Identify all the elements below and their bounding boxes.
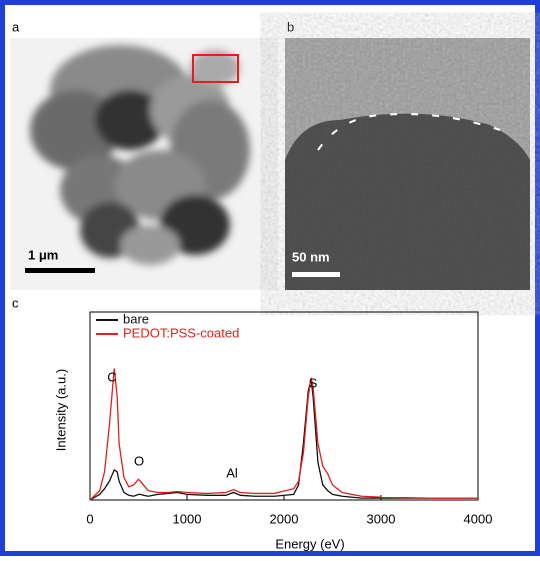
peak-label: S: [309, 375, 318, 390]
x-tick-label: 4000: [464, 511, 493, 526]
panel-label: a: [12, 19, 20, 34]
x-tick-label: 2000: [270, 511, 299, 526]
panel-label: c: [12, 295, 19, 310]
spectrum-line: [89, 368, 478, 501]
peak-label: C: [107, 369, 116, 384]
x-axis-label: Energy (eV): [275, 536, 344, 551]
x-tick-label: 3000: [367, 511, 396, 526]
scale-bar-label: 50 nm: [292, 249, 330, 264]
x-tick-label: 0: [86, 511, 93, 526]
spectrum-line: [89, 379, 478, 501]
peak-label: O: [134, 453, 144, 468]
y-axis-label: Intensity (a.u.): [53, 369, 68, 451]
micrograph-a: [10, 38, 278, 290]
panel-label: b: [287, 19, 294, 34]
micrograph-b: [285, 38, 530, 290]
peak-label: Al: [226, 465, 238, 480]
legend-label: PEDOT:PSS-coated: [123, 325, 239, 340]
scale-bar-label: 1 μm: [28, 247, 58, 262]
legend-label: bare: [123, 311, 149, 326]
x-tick-label: 1000: [173, 511, 202, 526]
